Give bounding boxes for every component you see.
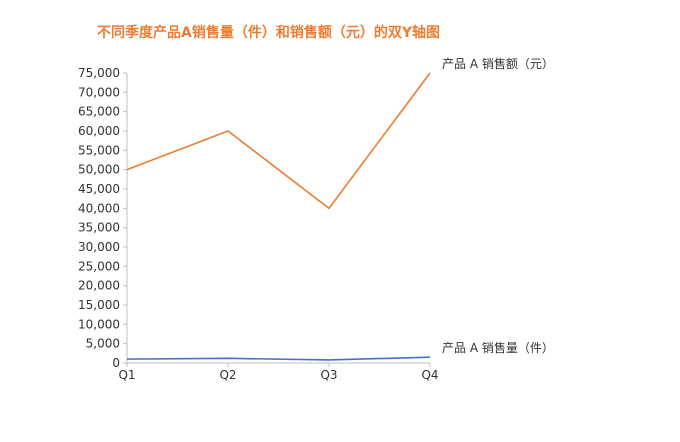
x-tick-label: Q4 <box>421 368 438 382</box>
y-tick-label: 30,000 <box>78 240 120 254</box>
y-tick-label: 50,000 <box>78 163 120 177</box>
series-layer <box>126 72 431 361</box>
y-tick-label: 15,000 <box>78 298 120 312</box>
y-tick-label: 40,000 <box>78 201 120 215</box>
y-tick-label: 20,000 <box>78 279 120 293</box>
series-line-0 <box>126 72 431 210</box>
x-tick-label: Q2 <box>219 368 236 382</box>
series-line-1 <box>126 356 431 361</box>
y-tick-label: 0 <box>112 356 120 370</box>
y-tick-label: 5,000 <box>86 337 120 351</box>
series-label-1: 产品 A 销售量（件） <box>442 340 554 355</box>
series-labels: 产品 A 销售额（元） 产品 A 销售量（件） <box>442 56 554 355</box>
y-tick-label: 75,000 <box>78 66 120 80</box>
y-tick-label: 35,000 <box>78 221 120 235</box>
y-tick-label: 65,000 <box>78 105 120 119</box>
x-tick-label: Q3 <box>320 368 337 382</box>
series-label-0: 产品 A 销售额（元） <box>442 56 554 71</box>
chart-title: 不同季度产品A销售量（件）和销售额（元）的双Y轴图 <box>97 25 440 41</box>
y-tick-label: 70,000 <box>78 85 120 99</box>
y-tick-label: 45,000 <box>78 182 120 196</box>
y-axis-ticks: 0 5,000 10,000 15,000 20,000 25,000 30,000 35,0… <box>78 66 127 370</box>
y-tick-label: 55,000 <box>78 143 120 157</box>
y-tick-label: 25,000 <box>78 259 120 273</box>
x-tick-label: Q1 <box>118 368 135 382</box>
x-axis-ticks: Q1 Q2 Q3 Q4 <box>118 363 439 382</box>
y-tick-label: 10,000 <box>78 317 120 331</box>
y-tick-label: 60,000 <box>78 124 120 138</box>
